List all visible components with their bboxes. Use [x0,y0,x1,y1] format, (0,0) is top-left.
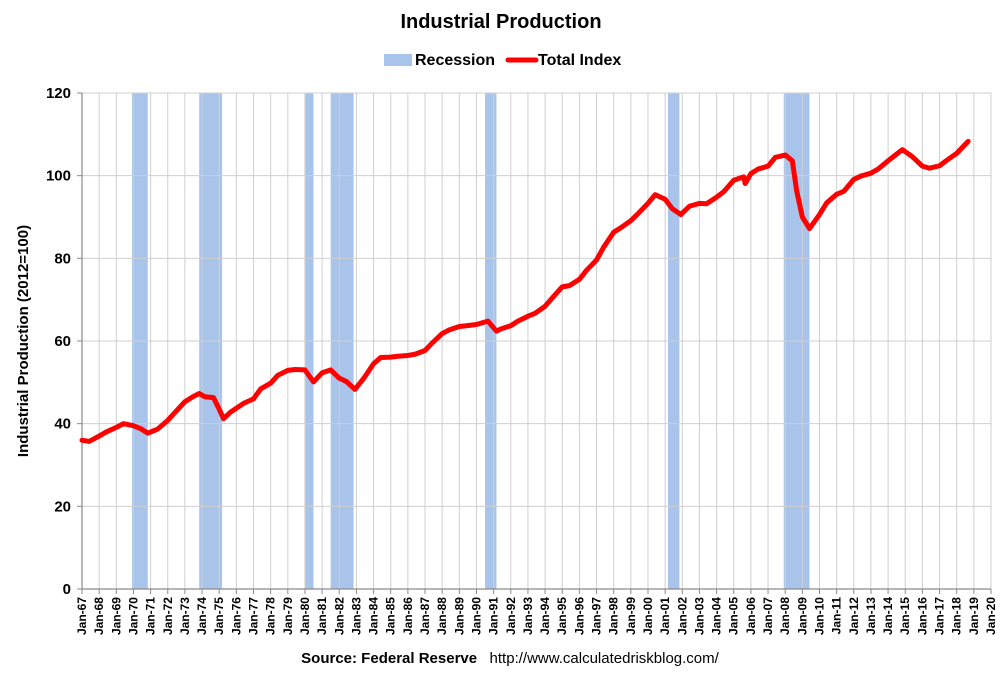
x-tick-label: Jan-99 [624,597,638,635]
x-tick-label: Jan-16 [915,597,929,635]
x-tick-label: Jan-09 [795,597,809,635]
x-tick-label: Jan-11 [830,597,844,635]
x-tick-label: Jan-74 [195,597,209,635]
x-tick-label: Jan-85 [384,597,398,635]
recession-legend-label: Recession [415,52,495,69]
x-tick-label: Jan-00 [641,597,655,635]
x-tick-label: Jan-10 [812,597,826,635]
x-tick-label: Jan-03 [692,597,706,635]
x-tick-label: Jan-87 [418,597,432,635]
chart-title: Industrial Production [400,11,601,33]
x-tick-label: Jan-90 [469,597,483,635]
x-tick-label: Jan-92 [504,597,518,635]
x-tick-label: Jan-79 [281,597,295,635]
x-tick-label: Jan-04 [710,597,724,635]
x-tick-label: Jan-14 [881,597,895,635]
y-tick-label: 80 [54,250,71,267]
x-tick-label: Jan-02 [675,597,689,635]
y-tick-label: 120 [46,85,71,102]
x-tick-label: Jan-71 [144,597,158,635]
x-tick-label: Jan-82 [332,597,346,635]
x-tick-label: Jan-78 [264,597,278,635]
x-tick-label: Jan-97 [590,597,604,635]
legend: Recession Total Index [384,52,621,69]
source-url: http://www.calculatedriskblog.com/ [490,650,720,667]
x-tick-label: Jan-20 [984,597,998,635]
y-tick-label: 60 [54,333,71,350]
x-tick-label: Jan-98 [607,597,621,635]
x-tick-label: Jan-15 [898,597,912,635]
x-tick-label: Jan-68 [92,597,106,635]
x-tick-label: Jan-88 [435,597,449,635]
x-tick-label: Jan-95 [555,597,569,635]
source-line: Source: Federal Reserve http://www.calcu… [301,650,719,667]
series-layer [79,138,971,444]
x-tick-label: Jan-73 [178,597,192,635]
y-tick-label: 0 [63,581,71,598]
x-tick-label: Jan-91 [487,597,501,635]
tick-labels: Jan-67 Jan-68 Jan-69 Jan-70 Jan-71 Jan-72 Jan-… [46,85,998,635]
x-tick-label: Jan-01 [658,597,672,635]
x-tick-label: Jan-89 [452,597,466,635]
x-tick-label: Jan-77 [247,597,261,635]
x-tick-label: Jan-05 [727,597,741,635]
x-tick-label: Jan-81 [315,597,329,635]
x-tick-label: Jan-69 [109,597,123,635]
x-tick-label: Jan-13 [864,597,878,635]
x-tick-label: Jan-75 [212,597,226,635]
x-tick-label: Jan-94 [538,597,552,635]
axes [77,92,992,594]
x-tick-label: Jan-76 [229,597,243,635]
x-tick-label: Jan-67 [75,597,89,635]
x-tick-label: Jan-17 [933,597,947,635]
x-tick-label: Jan-12 [847,597,861,635]
y-tick-label: 100 [46,168,71,185]
x-tick-label: Jan-96 [572,597,586,635]
recession-legend-swatch [384,54,412,66]
x-tick-label: Jan-70 [126,597,140,635]
y-tick-label: 20 [54,498,71,515]
x-tick-label: Jan-08 [778,597,792,635]
x-tick-label: Jan-86 [401,597,415,635]
x-tick-label: Jan-84 [367,597,381,635]
x-tick-label: Jan-72 [161,597,175,635]
x-tick-label: Jan-07 [761,597,775,635]
x-tick-label: Jan-18 [950,597,964,635]
x-tick-label: Jan-93 [521,597,535,635]
y-tick-label: 40 [54,416,71,433]
x-tick-label: Jan-83 [349,597,363,635]
total-index-legend-label: Total Index [538,52,621,69]
x-tick-label: Jan-06 [744,597,758,635]
source-label: Source: Federal Reserve [301,650,477,667]
y-axis-title: Industrial Production (2012=100) [15,225,32,457]
x-tick-label: Jan-80 [298,597,312,635]
x-tick-label: Jan-19 [967,597,981,635]
total-index-line [79,138,971,444]
